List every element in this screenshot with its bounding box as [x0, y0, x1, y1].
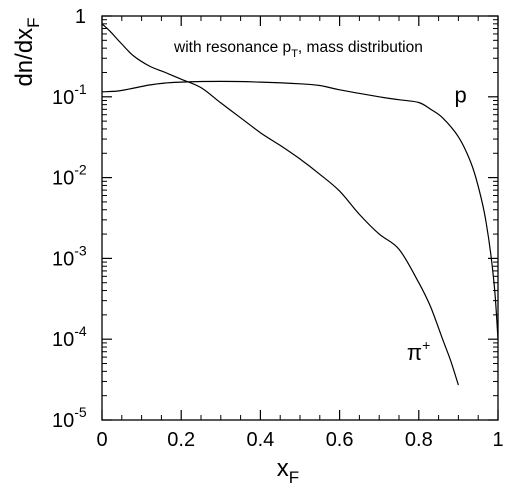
y-tick-exponent: -5 [74, 404, 87, 420]
y-tick-labels: 110-110-210-310-410-5 [52, 6, 87, 432]
series-label-sup: + [422, 337, 430, 353]
y-tick-label: 1 [75, 6, 86, 28]
y-tick-label: 10-3 [52, 242, 87, 270]
x-axis-title: xF [277, 455, 299, 487]
y-tick-label: 10-2 [52, 162, 87, 190]
y-axis-title-sub: F [24, 17, 43, 27]
series-lines [101, 23, 499, 386]
y-tick-exponent: -3 [74, 242, 87, 258]
series-line-0 [101, 80, 499, 340]
y-tick-exponent: -2 [74, 162, 87, 178]
series-label-0: p [454, 83, 466, 108]
y-axis-title: dn/dxF [11, 17, 43, 86]
y-tick-base: 10 [52, 410, 74, 432]
axis-ticks [101, 15, 499, 421]
y-tick-base: 10 [52, 87, 74, 109]
y-tick-base: 10 [52, 168, 74, 190]
y-tick-exponent: -1 [74, 81, 87, 97]
y-axis-title-main: dn/dx [11, 28, 38, 87]
y-tick-label: 10-5 [52, 404, 87, 432]
x-tick-label: 0 [96, 429, 107, 451]
y-tick-base: 10 [52, 329, 74, 351]
annotation-sub: T [291, 48, 298, 60]
series-line-1 [101, 23, 459, 386]
x-tick-label: 1 [492, 429, 503, 451]
x-tick-label: 0.4 [246, 429, 274, 451]
x-tick-label: 0.8 [405, 429, 433, 451]
y-tick-label: 10-1 [52, 81, 87, 109]
y-tick-label: 10-4 [52, 323, 87, 351]
series-labels: p π+ [407, 83, 467, 366]
y-tick-base: 10 [52, 248, 74, 270]
chart-annotation: with resonance pT, mass distribution [173, 39, 423, 60]
x-axis-title-main: x [277, 455, 289, 482]
x-tick-labels: 0 0.2 0.4 0.6 0.8 1 [96, 429, 503, 451]
plot-frame [101, 15, 499, 421]
x-axis-title-sub: F [289, 468, 299, 487]
series-label-text: p [454, 83, 466, 108]
y-tick-exponent: -4 [74, 323, 87, 339]
x-tick-label: 0.2 [167, 429, 195, 451]
annotation-main: with resonance p [173, 39, 291, 56]
series-label-text: π [407, 340, 422, 365]
annotation-rest: , mass distribution [298, 39, 423, 56]
series-label-1: π+ [407, 337, 430, 365]
x-tick-label: 0.6 [326, 429, 354, 451]
